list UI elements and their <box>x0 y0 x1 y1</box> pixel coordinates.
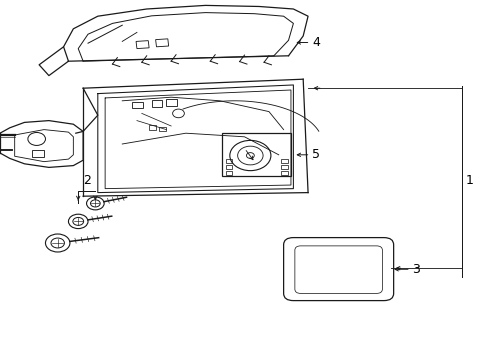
Bar <box>281 159 287 163</box>
Bar <box>149 125 156 130</box>
Text: 3: 3 <box>411 263 419 276</box>
Text: 2: 2 <box>83 174 91 187</box>
Bar <box>225 171 232 175</box>
Bar <box>132 102 142 108</box>
Bar <box>32 150 44 157</box>
Bar <box>151 100 162 107</box>
Text: 5: 5 <box>311 148 319 161</box>
Bar <box>222 133 290 176</box>
Text: 4: 4 <box>311 36 319 49</box>
Bar <box>281 171 287 175</box>
Bar <box>281 165 287 169</box>
Bar <box>225 165 232 169</box>
Bar <box>136 41 149 49</box>
Bar <box>166 99 177 106</box>
Bar <box>159 127 166 131</box>
Bar <box>225 159 232 163</box>
Text: 1: 1 <box>465 174 473 186</box>
Bar <box>155 39 168 47</box>
